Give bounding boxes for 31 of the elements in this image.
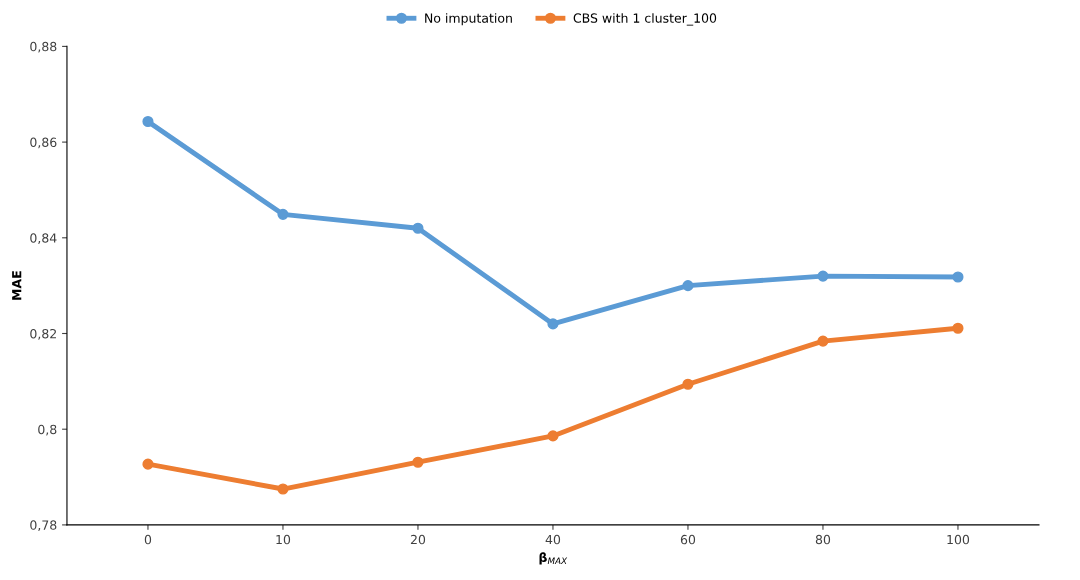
point bbox=[952, 271, 964, 283]
x-tick-label: 60 bbox=[680, 534, 696, 545]
x-tick-label: 40 bbox=[545, 534, 561, 545]
point bbox=[682, 378, 694, 390]
point bbox=[142, 458, 154, 470]
legend-label: CBS with 1 cluster_100 bbox=[573, 13, 717, 26]
point bbox=[817, 335, 829, 347]
point bbox=[142, 115, 154, 128]
x-tick-label: 80 bbox=[815, 534, 831, 545]
x-tick-label: 0 bbox=[144, 534, 152, 545]
y-tick-label: 0,88 bbox=[30, 41, 57, 53]
x-tick-label: 20 bbox=[410, 534, 426, 545]
y-tick-label: 0,78 bbox=[30, 520, 57, 532]
point bbox=[277, 208, 289, 220]
point bbox=[682, 280, 694, 292]
y-tick-label: 0,86 bbox=[30, 137, 57, 149]
point bbox=[277, 483, 289, 495]
y-tick-label: 0,84 bbox=[30, 233, 57, 244]
point bbox=[952, 322, 964, 334]
point bbox=[547, 430, 559, 442]
y-axis-title: MAE bbox=[12, 271, 22, 300]
point bbox=[547, 318, 559, 330]
x-tick-label: 100 bbox=[947, 534, 970, 545]
x-tick-label: 10 bbox=[276, 534, 291, 545]
legend-label: No imputation bbox=[425, 13, 512, 26]
point bbox=[412, 456, 424, 468]
y-tick-label: 0,8 bbox=[38, 424, 57, 436]
x-axis-title: β$_{MAX}$ bbox=[539, 552, 568, 565]
point bbox=[412, 222, 424, 234]
point bbox=[817, 270, 829, 282]
y-tick-label: 0,82 bbox=[30, 328, 56, 340]
